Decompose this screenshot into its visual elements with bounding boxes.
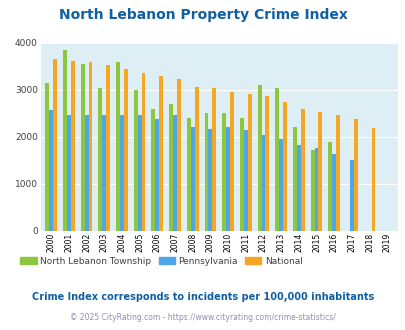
Bar <box>300 109 304 231</box>
Bar <box>190 127 194 231</box>
Bar <box>186 118 190 231</box>
Bar <box>53 59 57 231</box>
Bar <box>84 115 88 231</box>
Bar <box>134 90 137 231</box>
Bar <box>275 87 279 231</box>
Bar <box>296 146 300 231</box>
Bar <box>137 115 141 231</box>
Bar <box>70 61 75 231</box>
Bar <box>141 73 145 231</box>
Bar <box>328 142 331 231</box>
Bar <box>88 62 92 231</box>
Text: © 2025 CityRating.com - https://www.cityrating.com/crime-statistics/: © 2025 CityRating.com - https://www.city… <box>70 313 335 322</box>
Bar <box>335 115 339 231</box>
Bar <box>194 87 198 231</box>
Bar <box>212 88 216 231</box>
Bar <box>169 104 173 231</box>
Bar <box>106 65 110 231</box>
Bar <box>98 87 102 231</box>
Bar <box>314 148 318 231</box>
Bar <box>331 154 335 231</box>
Text: Crime Index corresponds to incidents per 100,000 inhabitants: Crime Index corresponds to incidents per… <box>32 292 373 302</box>
Text: North Lebanon Property Crime Index: North Lebanon Property Crime Index <box>58 8 347 22</box>
Bar <box>159 76 163 231</box>
Bar <box>371 128 375 231</box>
Bar <box>292 127 296 231</box>
Bar <box>124 69 128 231</box>
Legend: North Lebanon Township, Pennsylvania, National: North Lebanon Township, Pennsylvania, Na… <box>17 253 306 269</box>
Bar <box>177 79 180 231</box>
Bar <box>261 135 265 231</box>
Bar <box>67 115 70 231</box>
Bar <box>81 64 84 231</box>
Bar <box>208 129 212 231</box>
Bar <box>279 139 282 231</box>
Bar <box>222 114 226 231</box>
Bar <box>204 114 208 231</box>
Bar <box>282 102 286 231</box>
Bar <box>102 115 106 231</box>
Bar <box>239 118 243 231</box>
Bar <box>155 119 159 231</box>
Bar <box>353 119 357 231</box>
Bar <box>257 85 261 231</box>
Bar <box>151 109 155 231</box>
Bar <box>310 149 314 231</box>
Bar <box>318 113 322 231</box>
Bar <box>349 160 353 231</box>
Bar <box>265 96 269 231</box>
Bar <box>247 94 251 231</box>
Bar <box>226 127 230 231</box>
Bar <box>63 50 67 231</box>
Bar <box>49 110 53 231</box>
Bar <box>116 62 120 231</box>
Bar <box>230 92 233 231</box>
Bar <box>45 83 49 231</box>
Bar <box>243 130 247 231</box>
Bar <box>120 115 124 231</box>
Bar <box>173 115 177 231</box>
